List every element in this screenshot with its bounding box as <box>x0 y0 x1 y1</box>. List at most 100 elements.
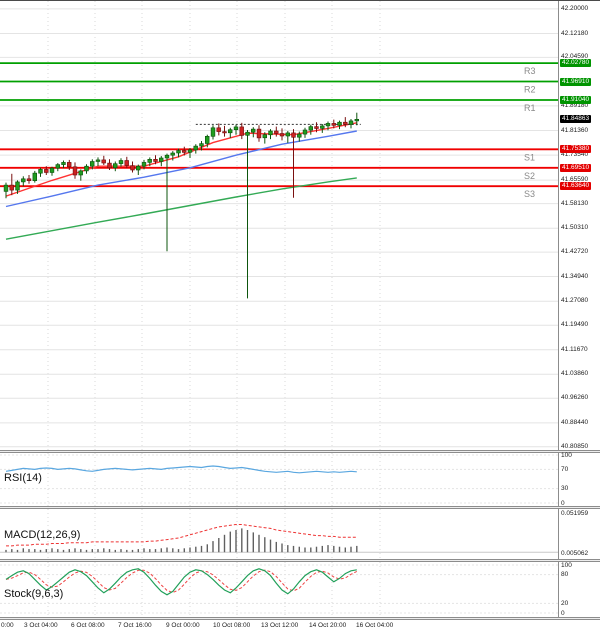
price-tick-label: 40.80850 <box>561 442 589 450</box>
candle-body <box>113 163 118 169</box>
stochastic-canvas[interactable] <box>0 562 558 617</box>
price-tick-label: 41.42720 <box>561 248 589 256</box>
price-tick-label: 41.58130 <box>561 199 589 207</box>
macd-signal-line <box>6 524 357 547</box>
candle-body <box>44 169 49 173</box>
price-tick-label: 41.65590 <box>561 176 589 184</box>
price-axis[interactable]: 42.20000 42.12180 42.04590 41.89180 41.81360… <box>558 1 600 450</box>
pivot-price-badge-r1: 41.91040 <box>560 96 592 104</box>
pivot-price-badge-r3: 42.02780 <box>560 59 592 68</box>
time-tick-label: 10 Oct 08:00 <box>213 622 251 629</box>
candle-body <box>130 165 135 171</box>
stochastic-tick-label: 20 <box>561 599 569 607</box>
pivot-price-badge-s3: 41.63640 <box>560 182 592 191</box>
current-price-badge: 41.84863 <box>560 115 592 124</box>
candle-body <box>159 157 164 162</box>
candle-body <box>314 126 319 129</box>
price-tick-label: 42.12180 <box>561 29 589 37</box>
pivot-price-badge-r2: 41.96910 <box>560 77 592 86</box>
candle-body <box>199 143 204 147</box>
candle-body <box>118 160 124 164</box>
pivot-label-r2: R2 <box>524 85 536 95</box>
candle-body <box>308 126 313 131</box>
rsi-tick-label: 100 <box>561 451 572 459</box>
candle-body <box>210 127 216 137</box>
candle-body <box>239 126 244 136</box>
candle-body <box>147 159 152 163</box>
time-tick-label: 16 Oct 04:00 <box>356 622 394 629</box>
candle-body <box>187 149 193 153</box>
candle-body <box>343 121 348 125</box>
ma-mid-line <box>5 130 357 208</box>
rsi-tick-label: 0 <box>561 499 565 507</box>
candle-body <box>141 162 147 167</box>
candle-body <box>222 131 227 134</box>
candle-body <box>67 162 72 168</box>
price-tick-label: 41.89180 <box>561 101 589 109</box>
candle-body <box>3 184 9 192</box>
candle-body <box>233 126 239 131</box>
candle-body <box>90 161 95 167</box>
time-tick-label: 13 Oct 12:00 <box>261 622 299 629</box>
pivot-label-s3: S3 <box>524 189 535 199</box>
panel-divider <box>0 506 600 509</box>
candle-body <box>320 125 325 129</box>
candle-body <box>9 184 14 191</box>
price-chart-canvas[interactable]: R3 R2 R1 S1 S2 S3 <box>0 1 558 451</box>
macd-tick-bottom: 0.005062 <box>561 550 589 557</box>
time-axis[interactable]: 0:00 3 Oct 04:00 6 Oct 08:00 7 Oct 16:00 9 O… <box>0 620 600 632</box>
time-tick-label: 7 Oct 16:00 <box>118 622 152 629</box>
candle-body <box>354 119 359 122</box>
macd-panel[interactable]: MACD(12,26,9) 0.051959 0.005062 <box>0 509 600 559</box>
candle-body <box>251 128 256 133</box>
rsi-tick-label: 70 <box>561 465 569 473</box>
price-tick-label: 41.73540 <box>561 151 589 159</box>
candle-body <box>84 165 89 172</box>
time-tick-label: 0:00 <box>1 622 14 629</box>
candle-body <box>26 178 32 182</box>
candle-body <box>348 120 354 125</box>
panel-divider <box>0 617 600 620</box>
stochastic-tick-label: 100 <box>561 561 572 569</box>
price-tick-label: 41.27080 <box>561 297 589 305</box>
candle-body <box>205 136 210 144</box>
candle-body <box>325 123 331 127</box>
panel-divider <box>0 559 600 562</box>
stochastic-d-line <box>5 569 358 594</box>
rsi-canvas[interactable] <box>0 453 558 506</box>
rsi-label: RSI(14) <box>4 472 42 484</box>
candle-body <box>124 160 129 166</box>
candle-body <box>72 166 78 176</box>
candle-body <box>245 131 250 136</box>
stochastic-panel[interactable]: Stock(9,6,3) 100 80 20 0 <box>0 562 600 617</box>
panel-divider <box>0 450 600 453</box>
rsi-axis: 100 70 30 0 <box>558 451 600 507</box>
candle-body <box>101 159 106 164</box>
macd-canvas[interactable] <box>0 509 558 559</box>
price-chart-panel[interactable]: R3 R2 R1 S1 S2 S3 42.20000 42.12180 42.04590 41.… <box>0 0 600 451</box>
stochastic-tick-label: 80 <box>561 571 569 579</box>
price-tick-label: 41.34940 <box>561 272 589 280</box>
candle-body <box>136 165 141 171</box>
pivot-label-r3: R3 <box>524 66 536 76</box>
candle-body <box>216 127 221 132</box>
candle-body <box>55 164 61 169</box>
stochastic-tick-label: 0 <box>561 609 565 617</box>
rsi-panel[interactable]: RSI(14) 100 70 30 0 <box>0 451 600 507</box>
candle-body <box>268 130 273 136</box>
ma-slow-line <box>5 177 357 240</box>
macd-label: MACD(12,26,9) <box>4 529 81 541</box>
candle-body <box>331 123 336 126</box>
price-tick-label: 42.04590 <box>561 53 589 61</box>
candle-body <box>182 150 187 153</box>
candle-body <box>32 172 38 182</box>
price-tick-label: 40.88440 <box>561 418 589 426</box>
rsi-tick-label: 30 <box>561 485 569 493</box>
time-tick-label: 9 Oct 00:00 <box>166 622 200 629</box>
candle-body <box>164 154 170 159</box>
time-tick-label: 6 Oct 08:00 <box>71 622 105 629</box>
stochastic-label: Stock(9,6,3) <box>4 588 64 600</box>
candle-body <box>193 145 198 151</box>
candle-body <box>302 129 308 135</box>
